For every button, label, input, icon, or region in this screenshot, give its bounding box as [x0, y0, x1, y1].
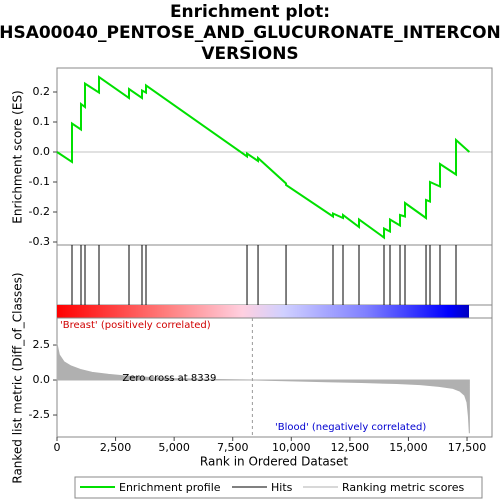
chart-title: HSA00040_PENTOSE_AND_GLUCURONATE_INTERCO…: [0, 23, 500, 43]
x-tick-label: 15,000: [389, 441, 428, 454]
y-tick-label: -0.3: [29, 235, 50, 248]
y-tick-label: -0.1: [29, 175, 50, 188]
x-tick-label: 5,000: [158, 441, 190, 454]
rank-colorbar: [57, 305, 469, 318]
y2-axis-label: Ranked list metric (Diff_of_Classes): [11, 272, 25, 483]
chart-title: VERSIONS: [201, 44, 298, 64]
metric-area: [56, 343, 470, 434]
plot-frame: [56, 67, 493, 438]
x-axis-label: Rank in Ordered Dataset: [200, 455, 348, 469]
legend-label: Ranking metric scores: [342, 481, 464, 494]
negative-label: 'Blood' (negatively correlated): [275, 422, 426, 433]
legend-label: Hits: [271, 481, 293, 494]
zero-cross-label: Zero cross at 8339: [122, 373, 216, 384]
enrichment-line: [56, 75, 471, 240]
positive-label: 'Breast' (positively correlated): [60, 320, 211, 331]
legend-label: Enrichment profile: [119, 481, 221, 494]
chart-title: Enrichment plot:: [170, 2, 330, 22]
x-tick-label: 2,500: [100, 441, 132, 454]
x-tick-label: 17,500: [448, 441, 487, 454]
y2-tick-label: 2.5: [33, 338, 51, 351]
x-tick-label: 10,000: [272, 441, 311, 454]
x-tick-label: 7,500: [217, 441, 249, 454]
y2-tick-label: 0.0: [33, 373, 51, 386]
x-tick-label: 12,500: [331, 441, 370, 454]
y-tick-label: -0.2: [29, 205, 50, 218]
y-axis-label: Enrichment score (ES): [11, 90, 25, 223]
y-tick-label: 0.1: [33, 115, 51, 128]
y-tick-label: 0.2: [33, 85, 51, 98]
legend: [74, 476, 483, 499]
y2-tick-label: -2.5: [29, 408, 50, 421]
x-tick-label: 0: [54, 441, 61, 454]
y-tick-label: 0.0: [33, 145, 51, 158]
